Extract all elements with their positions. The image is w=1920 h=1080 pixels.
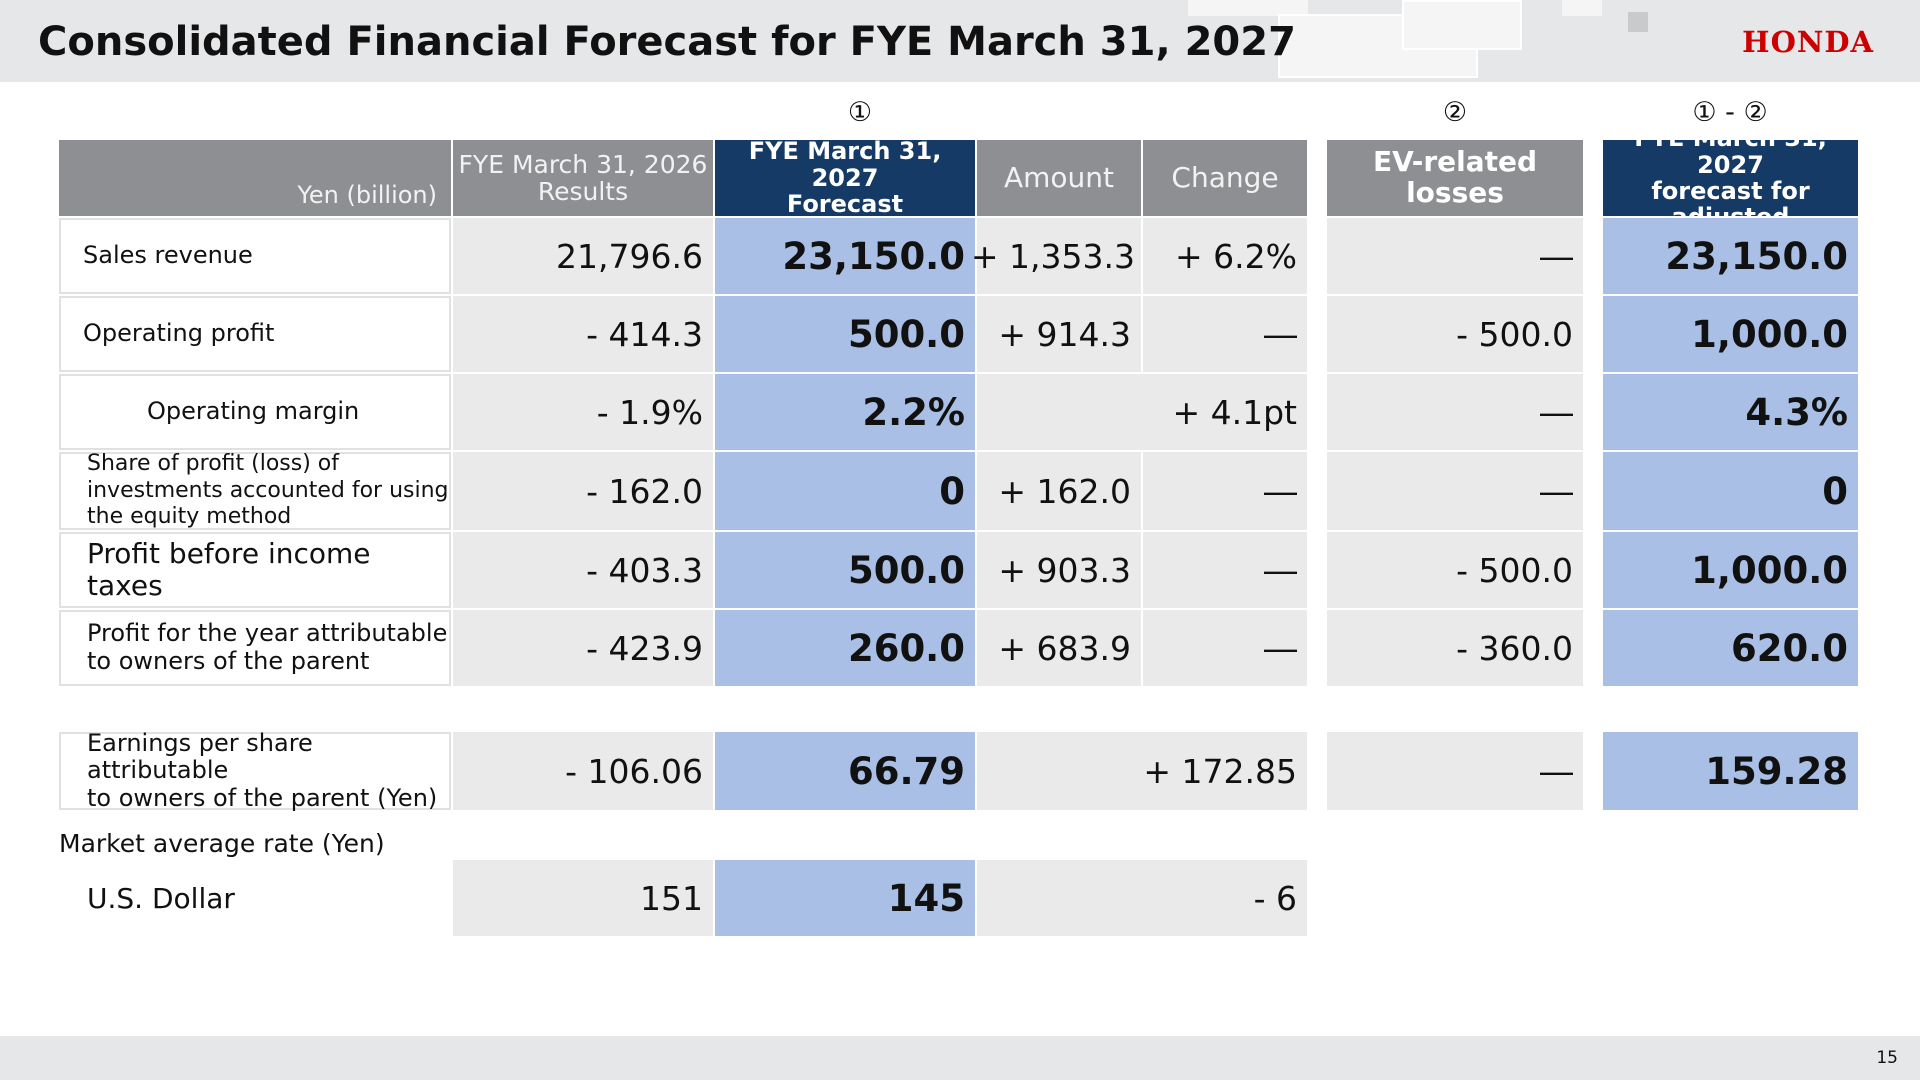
header-decoration — [1188, 0, 1308, 16]
cell-forecast: 260.0 — [715, 610, 975, 686]
row-label: Operating profit — [59, 296, 451, 372]
cell-results: - 1.9% — [453, 374, 713, 450]
cell-change: + 4.1pt — [977, 374, 1307, 450]
header-forecast: FYE March 31, 2027 Forecast — [715, 137, 975, 219]
cell-amount: + 162.0 — [977, 452, 1141, 530]
row-label-line: to owners of the parent — [87, 647, 370, 675]
header-adjusted: FYE March 31, 2027 forecast for adjusted — [1603, 125, 1858, 231]
honda-logo: HONDA — [1742, 25, 1874, 59]
cell-adjusted: 620.0 — [1603, 610, 1858, 686]
cell-amount: + 683.9 — [977, 610, 1141, 686]
market-rate-results: 151 — [453, 860, 713, 936]
cell-change: + 6.2% — [1143, 218, 1307, 294]
header-forecast-line1: FYE March 31, 2027 — [748, 137, 942, 192]
cell-ev: - 500.0 — [1327, 532, 1583, 608]
cell-adjusted: 1,000.0 — [1603, 296, 1858, 372]
cell-results: - 414.3 — [453, 296, 713, 372]
row-label-multiline: Share of profit (loss) of investments ac… — [59, 451, 451, 530]
header-forecast-line2: Forecast — [786, 190, 904, 219]
cell-adjusted: 4.3% — [1603, 374, 1858, 450]
row-label-multiline: Profit for the year attributable to owne… — [59, 610, 451, 686]
footer-band — [0, 1036, 1920, 1080]
header-decoration — [1402, 0, 1522, 50]
cell-amount: + 903.3 — [977, 532, 1141, 608]
cell-forecast: 23,150.0 — [715, 218, 975, 294]
header-amount-label: Amount — [1003, 160, 1115, 194]
cell-results: - 423.9 — [453, 610, 713, 686]
eps-results: - 106.06 — [453, 732, 713, 810]
header-amount: Amount — [977, 140, 1141, 216]
cell-forecast: 0 — [715, 452, 975, 530]
cell-change: ― — [1143, 452, 1307, 530]
cell-results: 21,796.6 — [453, 218, 713, 294]
row-label: Sales revenue — [59, 218, 451, 294]
eps-ev: ― — [1327, 732, 1583, 810]
marker-forecast: ① — [847, 97, 873, 128]
cell-ev: ― — [1327, 218, 1583, 294]
cell-amount: + 914.3 — [977, 296, 1141, 372]
eps-adjusted: 159.28 — [1603, 732, 1858, 810]
header-change-label: Change — [1171, 160, 1279, 194]
cell-amount: + 1,353.3 — [971, 218, 1141, 294]
market-rate-label: U.S. Dollar — [87, 881, 235, 915]
marker-adjusted: ① - ② — [1692, 97, 1768, 128]
eps-change: + 172.85 — [977, 732, 1307, 810]
cell-forecast: 2.2% — [715, 374, 975, 450]
cell-ev: - 500.0 — [1327, 296, 1583, 372]
page-title: Consolidated Financial Forecast for FYE … — [38, 19, 1296, 65]
eps-label: Earnings per share attributable to owner… — [59, 728, 451, 812]
row-label: Operating margin — [59, 374, 451, 450]
eps-forecast: 66.79 — [715, 732, 975, 810]
cell-adjusted: 23,150.0 — [1603, 218, 1858, 294]
header-results-line1: FYE March 31, 2026 — [458, 149, 708, 179]
row-label: Profit before income taxes — [59, 532, 451, 608]
row-label-line: Share of profit (loss) of — [87, 451, 340, 477]
page-number: 15 — [1876, 1048, 1898, 1068]
header-adjusted-line2: forecast for adjusted — [1651, 177, 1810, 231]
header-ev: EV-related losses — [1327, 140, 1583, 216]
cell-adjusted: 0 — [1603, 452, 1858, 530]
header-decoration — [1562, 0, 1602, 16]
header-results: FYE March 31, 2026 Results — [453, 140, 713, 216]
market-rate-change: - 6 — [977, 860, 1307, 936]
cell-forecast: 500.0 — [715, 296, 975, 372]
row-label-line: investments accounted for using — [87, 477, 449, 503]
row-label-line: the equity method — [87, 504, 292, 530]
header-change: Change — [1143, 140, 1307, 216]
cell-results: - 162.0 — [453, 452, 713, 530]
header-unit: Yen (billion) — [59, 140, 451, 216]
eps-label-line: to owners of the parent (Yen) — [87, 783, 438, 812]
unit-label: Yen (billion) — [297, 180, 437, 209]
cell-ev: ― — [1327, 374, 1583, 450]
cell-change: ― — [1143, 296, 1307, 372]
cell-ev: ― — [1327, 452, 1583, 530]
market-rate-forecast: 145 — [715, 860, 975, 936]
header-results-line2: Results — [537, 177, 629, 206]
cell-change: ― — [1143, 532, 1307, 608]
cell-ev: - 360.0 — [1327, 610, 1583, 686]
eps-label-line: Earnings per share attributable — [87, 728, 313, 785]
cell-adjusted: 1,000.0 — [1603, 532, 1858, 608]
cell-forecast: 500.0 — [715, 532, 975, 608]
header-adjusted-line1: FYE March 31, 2027 — [1634, 124, 1827, 179]
cell-results: - 403.3 — [453, 532, 713, 608]
cell-change: ― — [1143, 610, 1307, 686]
market-rate-heading: Market average rate (Yen) — [59, 828, 385, 858]
header-decoration — [1628, 12, 1648, 32]
row-label-line: Profit for the year attributable — [87, 619, 448, 648]
header-ev-label: EV-related losses — [1372, 145, 1538, 209]
marker-ev: ② — [1442, 97, 1468, 128]
